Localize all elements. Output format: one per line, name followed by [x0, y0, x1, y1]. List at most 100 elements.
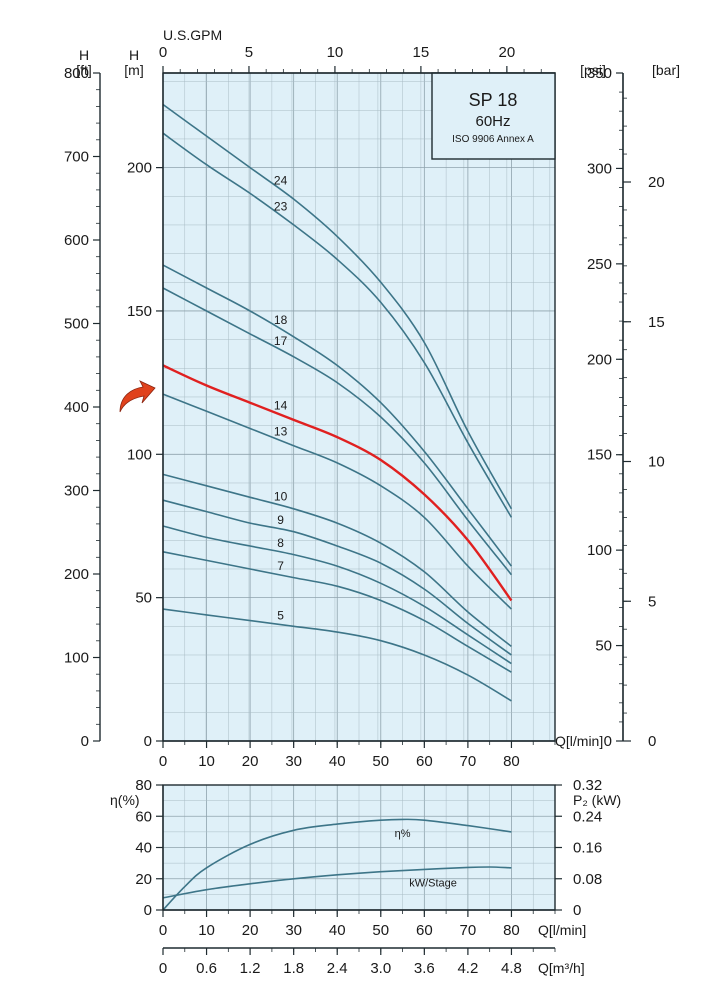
q-m3h-tick-label: 2.4: [327, 960, 348, 977]
q-lmin-axis-lower-tick-label: 10: [198, 922, 215, 939]
gpm-axis-tick-label: 15: [413, 44, 430, 61]
q-lmin-axis-upper-tick-label: 60: [416, 753, 433, 770]
eta-axis-tick-label: 80: [135, 777, 152, 794]
curve-stage-17: [162, 287, 513, 576]
eta-axis-title: η(%): [110, 792, 140, 808]
h-m-axis-tick-label: 50: [135, 590, 152, 607]
h-m-axis-tick-label: 200: [127, 160, 152, 177]
curve-stage-13: [162, 393, 512, 610]
psi-unit: [psi]: [580, 62, 606, 78]
efficiency-curves: η% kW/Stage: [162, 818, 512, 911]
h-ft-axis-tick-label: 700: [64, 149, 89, 166]
q-lmin-axis-upper-tick-label: 40: [329, 753, 346, 770]
q-m3h-tick-label: 1.8: [283, 960, 304, 977]
h-ft-axis-tick-label: 300: [64, 483, 89, 500]
h-m-axis-tick-label: 0: [144, 733, 152, 750]
gpm-axis: 0 5 10 15 20: [159, 44, 555, 74]
eta-axis-tick-label: 0: [144, 902, 152, 919]
gpm-axis-tick-label: 10: [327, 44, 344, 61]
p2-axis-tick-label: 0: [573, 902, 581, 919]
curve-label-9: 9: [277, 513, 284, 527]
curve-stage-5: [162, 608, 512, 702]
gpm-axis-tick-label: 5: [245, 44, 253, 61]
eta-axis-tick-label: 40: [135, 840, 152, 857]
h-ft-title: H: [79, 47, 89, 63]
eta-axis-tick-label: 60: [135, 808, 152, 825]
psi-axis-tick-label: 250: [587, 256, 612, 273]
curve-label-14: 14: [274, 399, 288, 413]
h-ft-axis: 0 100 200 300 400 500 600 700 800: [64, 65, 101, 750]
h-ft-axis-tick-label: 800: [64, 65, 89, 82]
q-m3h-tick-label: 4.8: [501, 960, 522, 977]
q-m3h-tick-label: 1.2: [240, 960, 261, 977]
standard-label: ISO 9906 Annex A: [452, 134, 534, 145]
q-lmin-axis-lower-tick-label: 0: [159, 922, 167, 939]
h-m-unit: [m]: [124, 62, 143, 78]
curve-stage-7: [162, 551, 512, 673]
curve-label-5: 5: [277, 609, 284, 623]
psi-axis-tick-label: 200: [587, 351, 612, 368]
bar-axis-tick-label: 15: [648, 314, 665, 331]
q-m3h-axis: 0 0.6 1.2 1.8 2.4 3.0 3.6 4.2 4.8: [159, 947, 556, 977]
q-m3h-tick-label: 3.0: [370, 960, 391, 977]
q-lmin-axis-lower-tick-label: 80: [503, 922, 520, 939]
h-m-title: H: [129, 47, 139, 63]
h-ft-axis-tick-label: 600: [64, 232, 89, 249]
q-lmin-axis-upper: 0 10 20 30 40 50 60 70 80: [159, 740, 556, 770]
bar-axis-tick-label: 10: [648, 454, 665, 471]
q-lmin-axis-upper-tick-label: 80: [503, 753, 520, 770]
curve-label-18: 18: [274, 313, 288, 327]
curve-stage-14: [162, 364, 513, 602]
model-label: SP 18: [469, 90, 518, 110]
p2-axis-title: P₂ (kW): [573, 792, 621, 808]
curve-label-7: 7: [277, 559, 284, 573]
curve-stage-9: [162, 499, 512, 656]
psi-axis-tick-label: 50: [595, 638, 612, 655]
p2-axis-tick-label: 0.24: [573, 808, 602, 825]
curve-stage-8: [162, 525, 512, 665]
q-lmin-axis-upper-tick-label: 50: [372, 753, 389, 770]
q-lmin-axis-lower-tick-label: 20: [242, 922, 259, 939]
info-box: SP 18 60Hz ISO 9906 Annex A: [431, 72, 556, 160]
psi-axis-tick-label: 150: [587, 447, 612, 464]
q-m3h-tick-label: 0.6: [196, 960, 217, 977]
psi-axis: 0 50 100 150 200 250 300 350: [587, 65, 624, 750]
q-lmin-axis-upper-tick-label: 0: [159, 753, 167, 770]
q-m3h-tick-label: 3.6: [414, 960, 435, 977]
bar-axis-tick-label: 0: [648, 733, 656, 750]
highlight-arrow-icon: [119, 380, 156, 413]
q-lmin-title-lower: Q[l/min]: [538, 922, 586, 938]
psi-axis-tick-label: 350: [587, 65, 612, 82]
curve-label-17: 17: [274, 334, 288, 348]
curve-stage-24: [162, 103, 513, 510]
h-m-axis: 0 50 100 150 200: [127, 73, 164, 750]
h-ft-axis-tick-label: 500: [64, 316, 89, 333]
bar-unit: [bar]: [652, 62, 680, 78]
q-lmin-axis-lower-tick-label: 70: [460, 922, 477, 939]
curve-stage-10: [162, 473, 512, 648]
q-lmin-axis-upper-tick-label: 20: [242, 753, 259, 770]
gpm-axis-title: U.S.GPM: [163, 27, 222, 43]
h-ft-unit: [ft]: [76, 62, 92, 78]
p2-axis-tick-label: 0.08: [573, 871, 602, 888]
h-m-axis-tick-label: 150: [127, 303, 152, 320]
curve-label-8: 8: [277, 536, 284, 550]
psi-axis-tick-label: 100: [587, 542, 612, 559]
q-lmin-axis-lower-tick-label: 30: [285, 922, 302, 939]
eta-axis-tick-label: 20: [135, 871, 152, 888]
bar-axis: 0 5 10 15 20: [622, 73, 665, 750]
efficiency-curve-label: η%: [395, 828, 411, 840]
q-lmin-axis-upper-tick-label: 10: [198, 753, 215, 770]
q-lmin-axis-lower-tick-label: 60: [416, 922, 433, 939]
main-curves: 24 23 18 17 14 13 10 9 8 7 5: [162, 103, 513, 702]
q-lmin-axis-lower-tick-label: 50: [372, 922, 389, 939]
q-lmin-title-upper: Q[l/min]: [555, 733, 603, 749]
curve-stage-23: [162, 132, 513, 518]
h-ft-axis-tick-label: 0: [81, 733, 89, 750]
psi-axis-tick-label: 0: [604, 733, 612, 750]
p2-axis-tick-label: 0.32: [573, 777, 602, 794]
curve-label-23: 23: [274, 199, 288, 213]
h-ft-axis-tick-label: 200: [64, 566, 89, 583]
q-m3h-tick-label: 4.2: [457, 960, 478, 977]
